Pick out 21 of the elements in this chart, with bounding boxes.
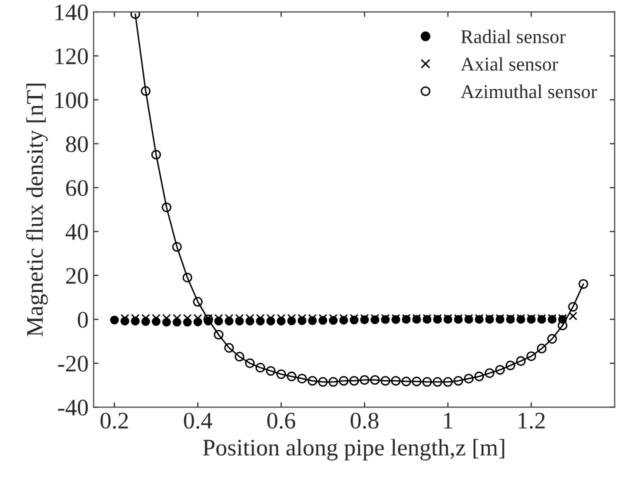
y-axis-title: Magnetic flux density [nT] — [26, 84, 48, 336]
y-tick-label: 100 — [55, 92, 88, 108]
y-tick-label: -20 — [58, 356, 88, 372]
x-tick-label: 1 — [444, 412, 452, 428]
x-axis-title: Position along pipe length,z [m] — [202, 438, 504, 460]
y-tick-label: 20 — [66, 268, 88, 284]
y-tick-label: 0 — [78, 312, 88, 328]
y-tick-label: 60 — [66, 180, 88, 196]
x-tick-label: 1.2 — [518, 412, 545, 429]
x-tick-label: 0.4 — [184, 412, 212, 429]
legend-label: Azimuthal sensor — [460, 84, 597, 98]
legend-label: Radial sensor — [461, 30, 566, 44]
y-tick-label: 40 — [66, 224, 88, 240]
x-tick-label: 0.2 — [100, 412, 128, 429]
x-tick-label: 0.6 — [267, 412, 296, 429]
legend-label: Axial sensor — [460, 57, 558, 71]
y-tick-label: 120 — [55, 48, 88, 64]
y-tick-label: -40 — [58, 400, 88, 416]
y-tick-label: 140 — [55, 4, 88, 20]
x-tick-label: 0.8 — [350, 412, 378, 429]
y-tick-label: 80 — [66, 136, 88, 152]
